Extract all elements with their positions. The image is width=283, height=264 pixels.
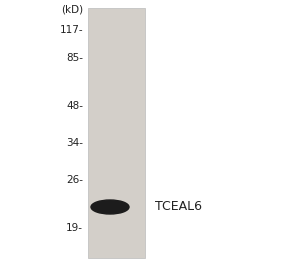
Text: 34-: 34- bbox=[66, 138, 83, 148]
Text: TCEAL6: TCEAL6 bbox=[155, 200, 202, 214]
Text: 48-: 48- bbox=[66, 101, 83, 111]
Text: 85-: 85- bbox=[66, 53, 83, 63]
Ellipse shape bbox=[91, 200, 129, 214]
Bar bbox=[88, 8, 145, 258]
Text: 19-: 19- bbox=[66, 223, 83, 233]
Text: 117-: 117- bbox=[59, 25, 83, 35]
Text: (kD): (kD) bbox=[61, 5, 83, 15]
Text: 26-: 26- bbox=[66, 175, 83, 185]
